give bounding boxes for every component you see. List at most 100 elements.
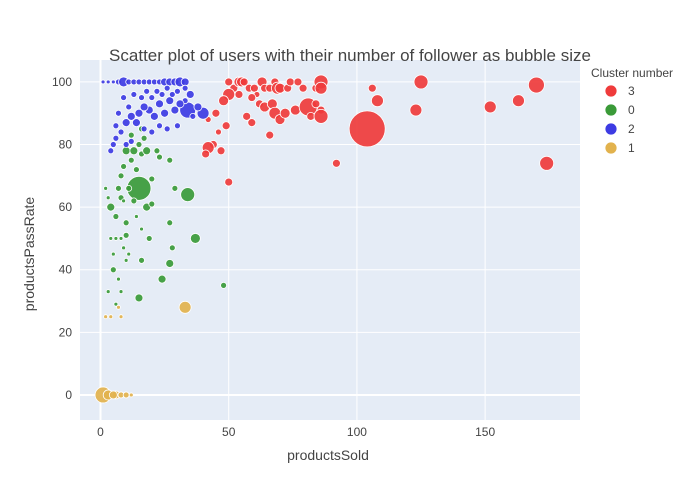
data-point [149,111,159,121]
tick-labels: 0 50 100 150 0 20 40 60 80 100 [52,75,495,439]
data-point [138,94,145,101]
data-point [311,99,321,109]
data-point [166,156,174,164]
data-point [165,259,175,268]
data-point [242,111,252,121]
data-point [148,128,156,136]
data-point [127,131,135,139]
data-point [178,300,192,314]
data-point [234,90,244,99]
data-point [107,147,115,155]
data-point [189,112,197,120]
data-point [306,111,316,121]
data-point [313,108,329,124]
data-point [129,146,139,156]
data-point [128,392,134,398]
data-point [117,172,125,180]
data-point [105,289,111,295]
data-point [140,125,148,133]
data-point [155,99,164,109]
y-tick-label: 20 [59,325,73,339]
data-point [121,146,131,156]
data-point [168,91,176,98]
y-tick-label: 80 [59,138,73,152]
data-point [247,93,257,102]
data-point [224,77,234,87]
data-point [371,94,384,108]
data-point [168,244,176,252]
data-point [163,125,171,133]
legend[interactable]: Cluster number 3 0 2 1 [591,66,673,155]
data-point [132,118,141,128]
data-point [116,276,121,282]
data-point [120,163,127,170]
data-point [145,235,153,242]
y-tick-label: 0 [65,388,72,402]
data-point [153,87,161,95]
series-0 [103,125,227,307]
data-point [112,134,120,142]
data-point [158,91,166,98]
data-point [249,83,259,93]
data-point [285,77,295,87]
data-point [148,175,156,183]
data-point [126,111,136,121]
data-point [108,390,118,400]
data-point [100,79,106,85]
data-point [293,77,303,87]
legend-marker [604,103,618,117]
data-point [122,231,130,239]
data-point [180,187,196,203]
data-point [148,94,156,101]
data-point [279,107,291,119]
data-point [118,314,124,320]
data-point [185,90,195,99]
data-point [113,236,119,241]
data-point [133,166,140,173]
legend-marker [604,122,618,136]
data-point [116,304,121,310]
data-point [105,79,111,85]
data-point [367,83,377,93]
data-point [127,137,135,145]
data-point [528,76,545,94]
data-point [211,108,221,118]
data-point [413,74,429,90]
data-point [138,256,145,264]
data-point [113,301,119,307]
data-point [118,236,124,241]
data-point [143,87,151,95]
data-point [110,251,116,257]
plot-area [80,60,580,420]
x-tick-label: 100 [347,425,367,439]
data-point [175,99,185,109]
data-point [160,108,170,118]
data-point [181,84,189,92]
data-point [109,266,117,274]
data-point [125,103,133,111]
legend-marker [604,84,618,98]
data-point [174,87,181,95]
legend-label: 2 [628,122,635,136]
data-point [239,77,249,87]
data-point [157,274,167,284]
legend-item-2[interactable]: 2 [604,122,635,136]
data-point [170,105,180,115]
data-point [121,198,126,204]
data-point [139,102,149,112]
data-point [125,184,133,192]
data-point [108,236,114,241]
data-point [117,128,125,136]
data-point [332,158,341,168]
legend-item-0[interactable]: 0 [604,103,635,117]
series-1 [94,300,192,404]
data-point [166,219,174,227]
data-point [109,141,117,148]
data-point [134,214,139,219]
data-point [135,141,143,148]
data-point [409,103,423,117]
legend-item-1[interactable]: 1 [604,141,635,155]
data-point [122,141,130,148]
legend-item-3[interactable]: 3 [604,84,635,98]
